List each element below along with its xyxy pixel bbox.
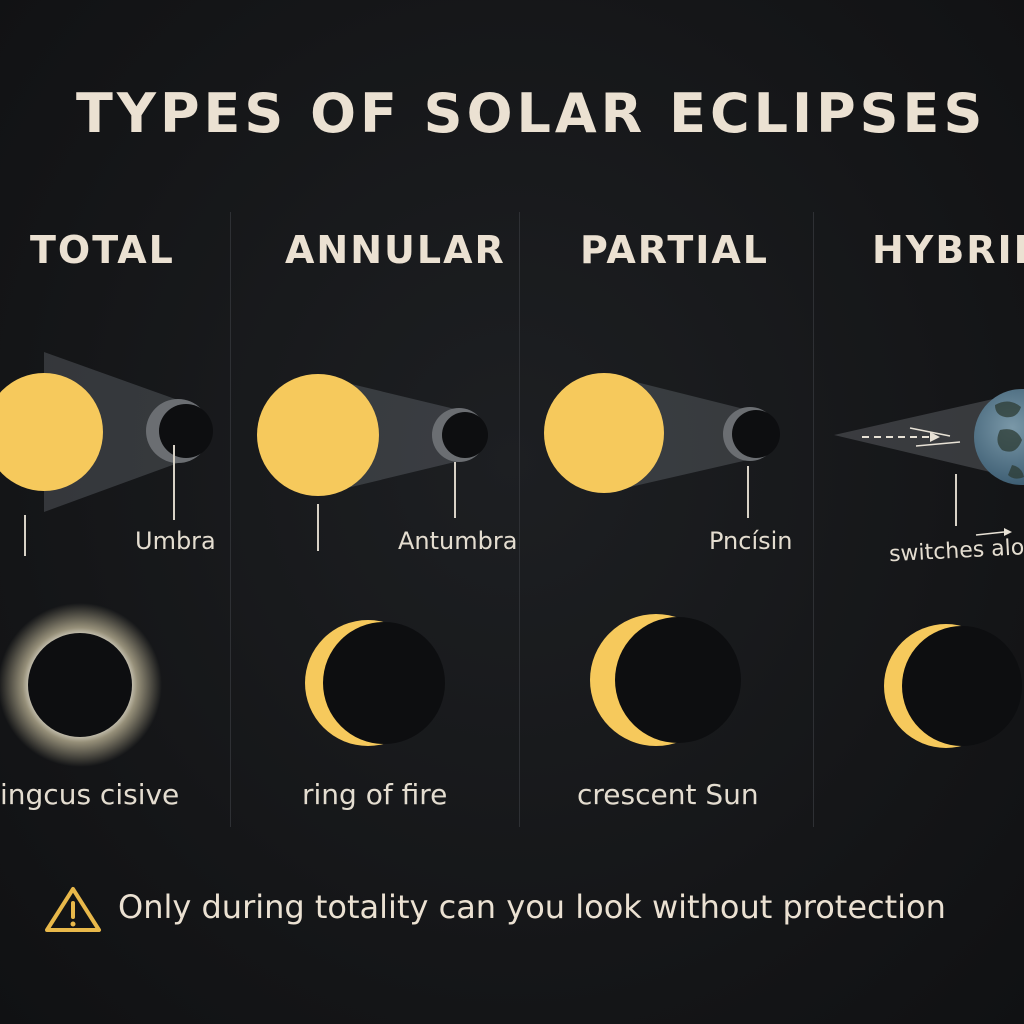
heading-annular: ANNULAR	[285, 228, 506, 272]
moon-disc	[323, 622, 445, 744]
partial-diagram	[544, 373, 780, 746]
label-penumbra: Pncísin	[709, 527, 793, 555]
heading-partial: PARTIAL	[580, 228, 770, 272]
page-title: TYPES OF SOLAR ECLIPSES	[76, 82, 987, 145]
moon-dark-side	[732, 410, 780, 458]
moon-disc	[902, 626, 1022, 746]
heading-total: TOTAL	[30, 228, 175, 272]
column-divider	[519, 212, 520, 827]
moon-disc	[615, 617, 741, 743]
sun-disc	[544, 373, 664, 493]
warning-text: Only during totality can you look withou…	[118, 888, 946, 926]
annular-diagram	[257, 374, 488, 746]
warning-triangle-icon	[45, 887, 101, 932]
moon-dark-side	[442, 412, 488, 458]
label-umbra: Umbra	[135, 527, 216, 555]
column-divider	[230, 212, 231, 827]
arrow-line	[915, 441, 961, 447]
arrow-head	[1004, 528, 1012, 536]
heading-hybrid: HYBRID	[872, 228, 1024, 272]
hybrid-diagram	[834, 389, 1024, 748]
caption-total: ingcus cisive	[0, 778, 180, 811]
total-diagram	[0, 352, 213, 767]
earth-continents	[995, 401, 1024, 479]
moon-disc	[28, 633, 132, 737]
column-divider	[813, 212, 814, 827]
arrow-line	[909, 427, 951, 437]
caption-annular: ring of fire	[302, 778, 448, 811]
label-antumbra: Antumbra	[398, 527, 518, 555]
warning-note: Only during totality can you look withou…	[46, 888, 946, 926]
arrow-line	[975, 531, 1005, 536]
arrow-head	[930, 432, 940, 442]
sun-disc	[0, 373, 103, 491]
moon-dark-side	[159, 404, 213, 458]
sun-disc	[257, 374, 379, 496]
caption-partial: crescent Sun	[577, 778, 759, 811]
